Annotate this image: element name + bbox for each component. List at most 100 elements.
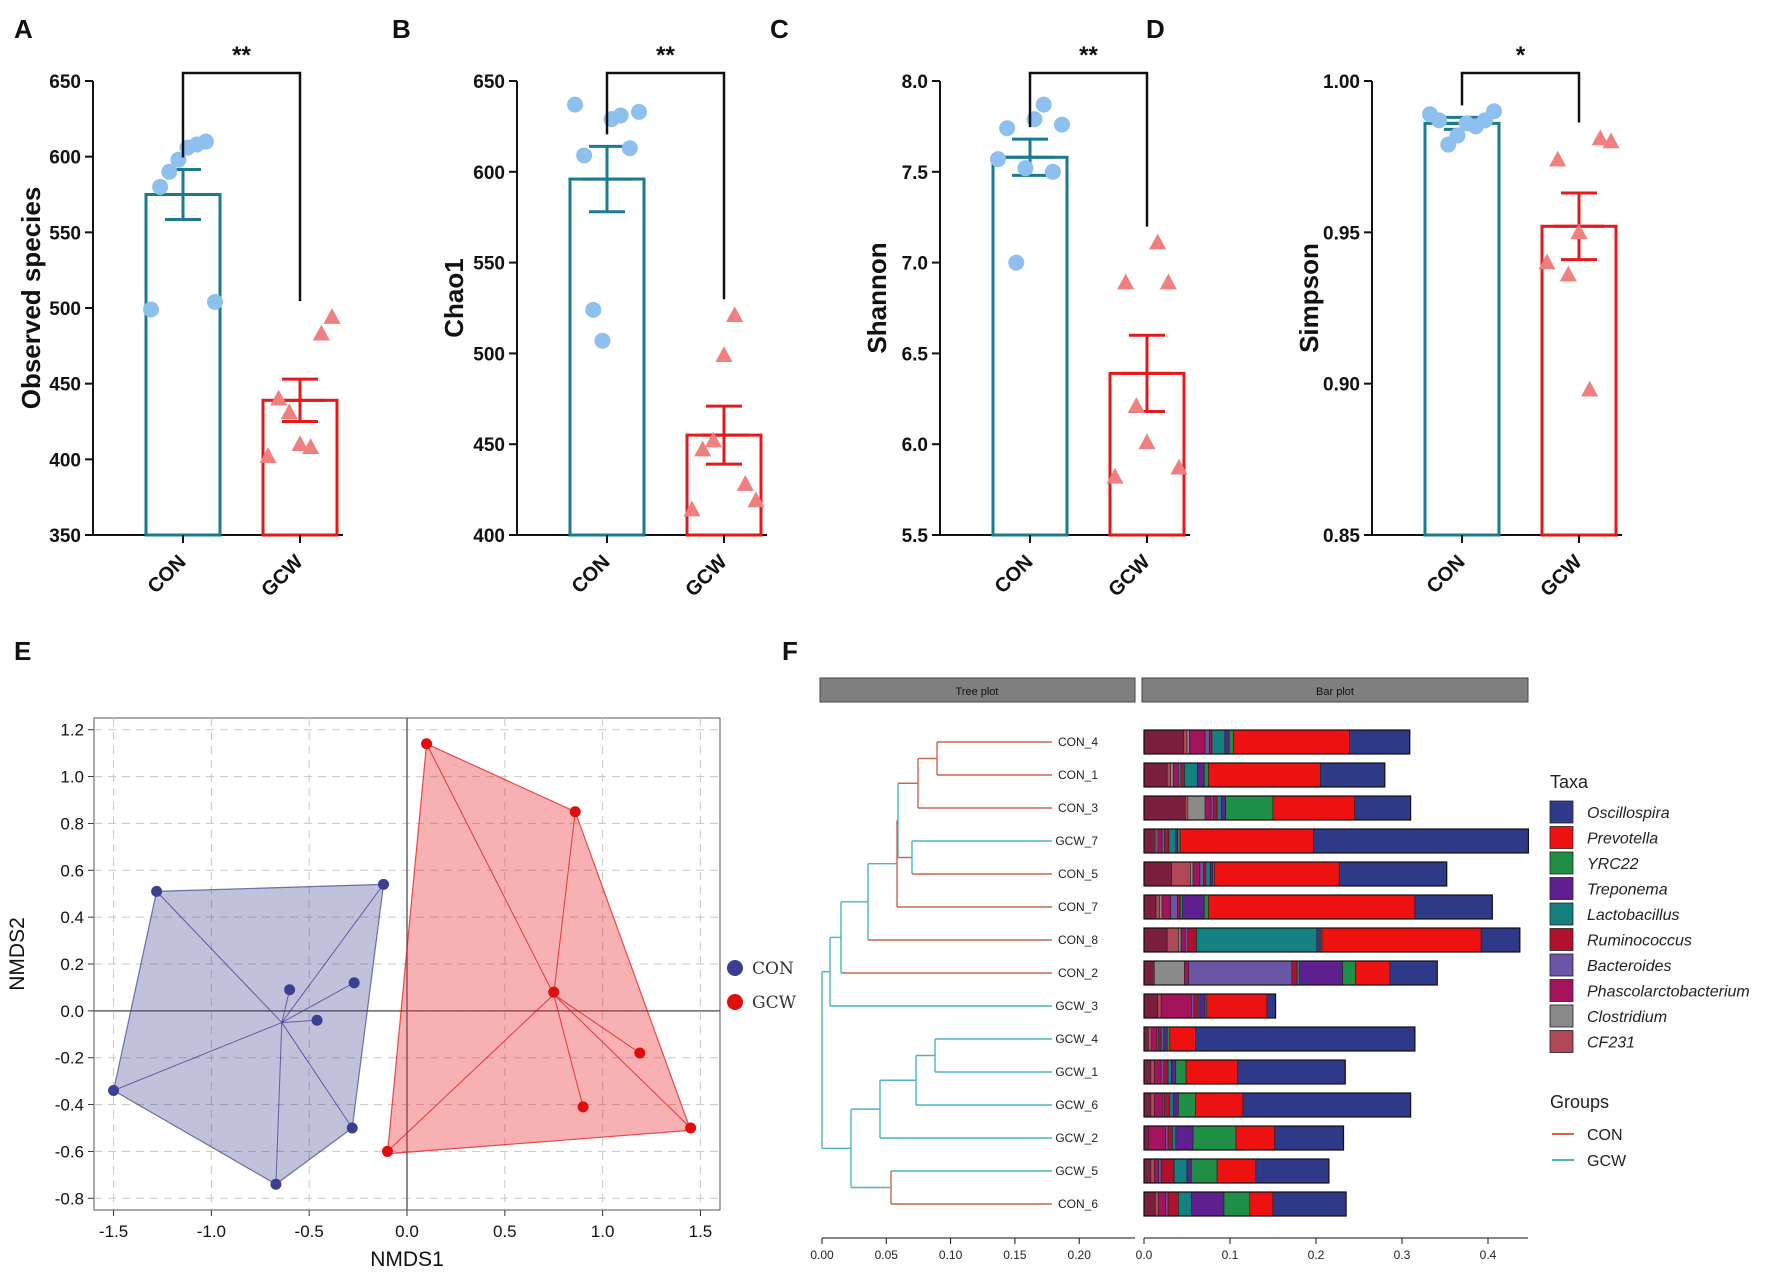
data-point bbox=[1149, 233, 1167, 250]
bar-segment-ruminococcus bbox=[1291, 960, 1298, 986]
bar-segment-treponema bbox=[1224, 729, 1230, 755]
bar-segment-bacteroides bbox=[1210, 795, 1214, 821]
sample-label: CON_8 bbox=[1058, 933, 1098, 947]
sample-label: GCW_2 bbox=[1055, 1131, 1098, 1145]
data-point bbox=[1581, 380, 1599, 397]
bar-segment-oscillospira bbox=[1414, 894, 1493, 920]
y-tick-label: 350 bbox=[49, 526, 81, 547]
bar-segment-yrc22 bbox=[1342, 960, 1356, 986]
taxa-swatch-clostridium bbox=[1549, 1004, 1574, 1028]
bar-axis-tick-label: 0.4 bbox=[1480, 1248, 1497, 1262]
taxa-swatch-lactobacillus bbox=[1549, 902, 1574, 926]
sample-label: CON_6 bbox=[1058, 1197, 1098, 1211]
y-tick-label: 0.85 bbox=[1323, 526, 1360, 547]
bar-outline bbox=[1143, 795, 1412, 821]
y-tick-label: 550 bbox=[473, 254, 505, 275]
panel-label-d: D bbox=[1146, 14, 1165, 44]
bar-segment-prevotella bbox=[1169, 1026, 1196, 1052]
bar-segment-clostridium bbox=[1187, 795, 1206, 821]
point-con bbox=[348, 977, 360, 989]
bar-outline bbox=[1143, 1026, 1416, 1052]
sample-label: GCW_1 bbox=[1055, 1065, 1098, 1079]
bar-segment-yrc22 bbox=[1166, 1026, 1171, 1052]
bar-segment-treponema bbox=[1191, 1191, 1225, 1217]
y-axis-title: Simpson bbox=[1294, 243, 1324, 353]
bar-axis-tick-label: 0.0 bbox=[1136, 1248, 1153, 1262]
bar-segment-other bbox=[1143, 1158, 1152, 1184]
data-point bbox=[1559, 265, 1577, 282]
bar-segment-yrc22 bbox=[1175, 1059, 1187, 1085]
bar-segment-other bbox=[1143, 729, 1184, 755]
data-point bbox=[1138, 433, 1156, 450]
y-tick-label: 400 bbox=[49, 450, 81, 471]
bar-segment-bacteroides bbox=[1204, 729, 1210, 755]
bar-outline bbox=[1143, 1125, 1345, 1151]
bar-segment-treponema bbox=[1172, 1092, 1179, 1118]
data-point bbox=[567, 96, 583, 113]
bar-segment-other bbox=[1143, 1191, 1156, 1217]
point-gcw bbox=[421, 738, 433, 750]
point-con bbox=[270, 1178, 282, 1190]
bar-segment-prevotella bbox=[1208, 762, 1321, 788]
point-con bbox=[284, 984, 296, 996]
spider-line bbox=[426, 743, 555, 995]
taxa-label-yrc22: YRC22 bbox=[1587, 856, 1639, 873]
bar-segment-ruminococcus bbox=[1187, 927, 1197, 953]
y-tick-label: -0.4 bbox=[55, 1096, 84, 1115]
panel-c: 5.5 6.0 6.5 7.0 7.5 8.0 Shannon CON GCW ** bbox=[862, 42, 1190, 601]
bar-segment-prevotella bbox=[1185, 1059, 1239, 1085]
y-tick-label: 450 bbox=[49, 375, 81, 396]
bar-segment-bacteroides bbox=[1191, 993, 1195, 1019]
tree-plot-header bbox=[819, 677, 1136, 703]
x-axis-title: NMDS1 bbox=[370, 1248, 444, 1271]
data-point bbox=[1127, 397, 1145, 413]
taxa-label-clostridium: Clostridium bbox=[1587, 1009, 1667, 1026]
data-point bbox=[726, 306, 744, 323]
legend-marker-gcw bbox=[727, 994, 743, 1010]
y-tick-label: 400 bbox=[473, 526, 505, 547]
y-tick-label: 0.95 bbox=[1323, 223, 1360, 244]
bar-segment-other bbox=[1143, 927, 1168, 953]
x-category-label: GCW bbox=[1104, 551, 1154, 601]
bar-segment-other bbox=[1143, 861, 1172, 887]
bar-segment-cf231 bbox=[1166, 927, 1179, 953]
bar-segment-prevotella bbox=[1321, 927, 1482, 953]
bar-segment-treponema bbox=[1209, 861, 1214, 887]
bar-segment-bacteroides bbox=[1184, 927, 1189, 953]
sample-label: CON_1 bbox=[1058, 768, 1098, 782]
data-point bbox=[1008, 254, 1025, 271]
bar-segment-oscillospira bbox=[1349, 729, 1411, 755]
panel-e: -1.5 -1.0 -0.5 0.0 0.5 1.0 1.5 1.2 1.0 0.8 0.6 0.4 0… bbox=[6, 717, 797, 1271]
bar-segment-ruminococcus bbox=[1167, 1191, 1179, 1217]
y-tick-label: 1.00 bbox=[1323, 72, 1360, 93]
bar-segment-oscillospira bbox=[1242, 1092, 1411, 1118]
bar-segment-prevotella bbox=[1208, 894, 1416, 920]
bar-segment-oscillospira bbox=[1266, 993, 1276, 1019]
bar-segment-cf231 bbox=[1184, 795, 1189, 821]
bar-segment-ruminococcus bbox=[1209, 729, 1213, 755]
bar-segment-lactobacillus bbox=[1160, 1026, 1165, 1052]
bar-segment-yrc22 bbox=[1223, 1191, 1251, 1217]
bar-segment-yrc22 bbox=[1228, 729, 1234, 755]
bar-segment-lactobacillus bbox=[1196, 927, 1318, 953]
bar-segment-phascolarctobacterium bbox=[1148, 1125, 1166, 1151]
bar-outline bbox=[1143, 861, 1448, 887]
bar-segment-yrc22 bbox=[1203, 894, 1209, 920]
bar-segment-cf231 bbox=[1154, 1191, 1159, 1217]
bar-segment-oscillospira bbox=[1480, 927, 1521, 953]
y-tick-label: 650 bbox=[473, 72, 505, 93]
bar-segment-bacteroides bbox=[1188, 960, 1293, 986]
x-tick-label: 1.5 bbox=[689, 1222, 713, 1241]
data-point bbox=[631, 103, 647, 120]
spider-line bbox=[553, 994, 692, 1129]
x-category-label: CON bbox=[991, 551, 1038, 598]
tree-axis-tick-label: 0.15 bbox=[1003, 1248, 1027, 1262]
bar-segment-cf231 bbox=[1157, 993, 1162, 1019]
bar-con bbox=[1423, 121, 1501, 537]
bar-outline bbox=[1143, 1092, 1412, 1118]
point-con bbox=[311, 1014, 323, 1026]
groups-legend-title: Groups bbox=[1550, 1092, 1609, 1112]
bar-con bbox=[568, 177, 646, 537]
bar-segment-treponema bbox=[1316, 927, 1321, 953]
y-tick-label: 8.0 bbox=[902, 72, 928, 93]
